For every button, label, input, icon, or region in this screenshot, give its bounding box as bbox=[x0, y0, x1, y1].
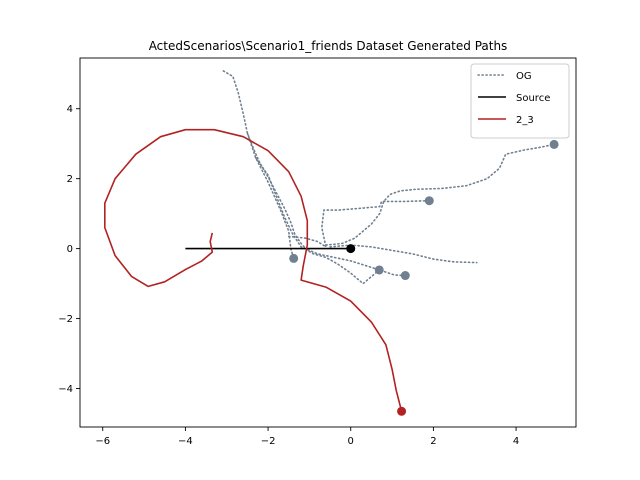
axes: −6 −4 −2 0 2 4 −4 −2 0 2 4 bbox=[58, 57, 577, 447]
series-line-og-5 bbox=[329, 244, 478, 264]
legend-label-2-3: 2_3 bbox=[516, 115, 534, 126]
series-line-og-3 bbox=[287, 199, 431, 248]
x-tick-label: 2 bbox=[430, 436, 436, 447]
endpoint-marker-source-6 bbox=[346, 244, 356, 254]
y-tick-label: 2 bbox=[67, 174, 73, 185]
endpoint-marker-og-4 bbox=[549, 139, 559, 149]
series-line-2-3-7 bbox=[104, 128, 403, 412]
series-line-og-4 bbox=[325, 143, 555, 246]
chart-title: ActedScenarios\Scenario1_friends Dataset… bbox=[149, 39, 508, 53]
y-tick-label: −4 bbox=[58, 384, 73, 395]
series-line-og-1 bbox=[254, 156, 407, 277]
endpoint-marker-og-2 bbox=[289, 253, 299, 263]
plot-area bbox=[104, 70, 559, 416]
endpoint-marker-og-0 bbox=[374, 265, 384, 275]
y-tick-label: −2 bbox=[58, 314, 73, 325]
series-line-og-2 bbox=[246, 132, 295, 260]
series-line-og-0 bbox=[222, 70, 381, 285]
y-tick-label: 0 bbox=[67, 244, 73, 255]
axes-frame bbox=[79, 57, 577, 428]
endpoint-marker-2-3-7 bbox=[397, 406, 407, 416]
y-tick-label: 4 bbox=[67, 104, 73, 115]
x-tick-label: −4 bbox=[178, 436, 193, 447]
x-tick-label: −6 bbox=[95, 436, 110, 447]
legend-label-source: Source bbox=[516, 93, 550, 104]
endpoint-marker-og-1 bbox=[400, 271, 410, 281]
x-tick-label: −2 bbox=[261, 436, 276, 447]
legend-label-og: OG bbox=[516, 71, 532, 82]
x-tick-label: 4 bbox=[513, 436, 519, 447]
x-tick-label: 0 bbox=[348, 436, 354, 447]
legend: OG Source 2_3 bbox=[470, 63, 570, 139]
endpoint-marker-og-3 bbox=[424, 196, 434, 206]
